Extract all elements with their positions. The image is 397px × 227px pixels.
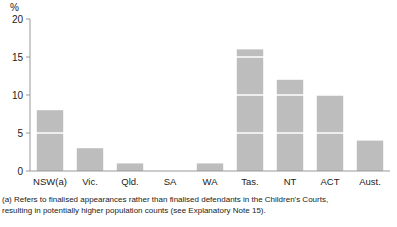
tick-label: 5	[17, 128, 23, 139]
bar	[277, 80, 303, 171]
x-axis	[30, 171, 390, 172]
tick	[26, 95, 30, 96]
category-label: Tas.	[241, 176, 258, 187]
tick-label: 15	[12, 52, 24, 63]
footnote: resulting in potentially higher populati…	[2, 206, 266, 215]
tick-label: 20	[12, 14, 24, 25]
bar	[237, 49, 263, 171]
tick	[26, 57, 30, 58]
category-label: WA	[203, 176, 219, 187]
bar	[37, 110, 63, 171]
category-label: Aust.	[359, 176, 381, 187]
tick	[26, 133, 30, 134]
footnote: (a) Refers to finalised appearances rath…	[2, 195, 328, 204]
chart: 0 5 10 15 20 NSW(a) Vic. Qld. SA WA Tas. NT ACT Aust.…	[0, 0, 397, 227]
tick-label: 10	[12, 90, 24, 101]
grid-line	[30, 132, 390, 134]
tick-label: 0	[17, 166, 23, 177]
category-label: NSW(a)	[33, 176, 67, 187]
tick	[26, 171, 30, 172]
grid-line	[30, 94, 390, 96]
category-label: ACT	[321, 176, 340, 187]
bar	[197, 163, 223, 171]
category-label: NT	[284, 176, 297, 187]
category-label: Qld.	[121, 176, 138, 187]
axis-label: %	[10, 2, 19, 13]
tick	[26, 19, 30, 20]
bar	[77, 148, 103, 171]
category-label: Vic.	[82, 176, 98, 187]
category-label: SA	[164, 176, 177, 187]
grid-line	[30, 56, 390, 58]
bars	[37, 49, 383, 171]
bar	[357, 141, 383, 171]
y-axis	[30, 19, 31, 171]
bar	[117, 163, 143, 171]
